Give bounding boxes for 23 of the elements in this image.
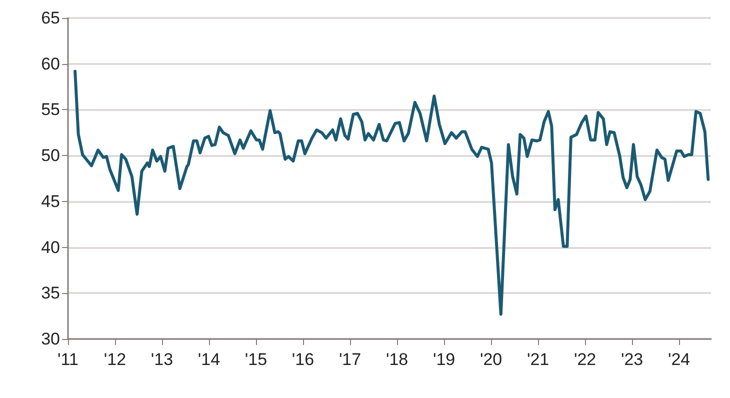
x-tick-label: '18 [386,350,408,369]
x-tick-label: '23 [620,350,644,369]
y-tick-label: 40 [41,238,60,257]
x-tick-label: '16 [292,350,314,369]
y-tick-label: 65 [41,8,60,28]
y-tick-label: 55 [41,100,60,120]
y-tick-label: 60 [41,54,60,74]
y-tick-label: 45 [41,192,60,211]
y-tick-label: 35 [41,284,60,303]
x-tick-label: '24 [668,350,690,369]
x-tick-label: '15 [244,350,268,369]
y-tick-label: 30 [41,330,60,348]
y-tick-label: 50 [41,146,60,166]
x-tick-label: '14 [198,350,220,369]
x-tick-label: '13 [150,350,174,369]
x-tick-label: '20 [480,350,502,369]
line-series [74,70,710,316]
x-tick-label: '12 [104,350,126,369]
x-tick-label: '19 [432,350,456,369]
x-tick-label: '22 [574,350,596,369]
x-tick-label: '11 [58,350,78,369]
x-tick-label: '17 [338,350,362,369]
x-tick-label: '21 [526,350,550,369]
